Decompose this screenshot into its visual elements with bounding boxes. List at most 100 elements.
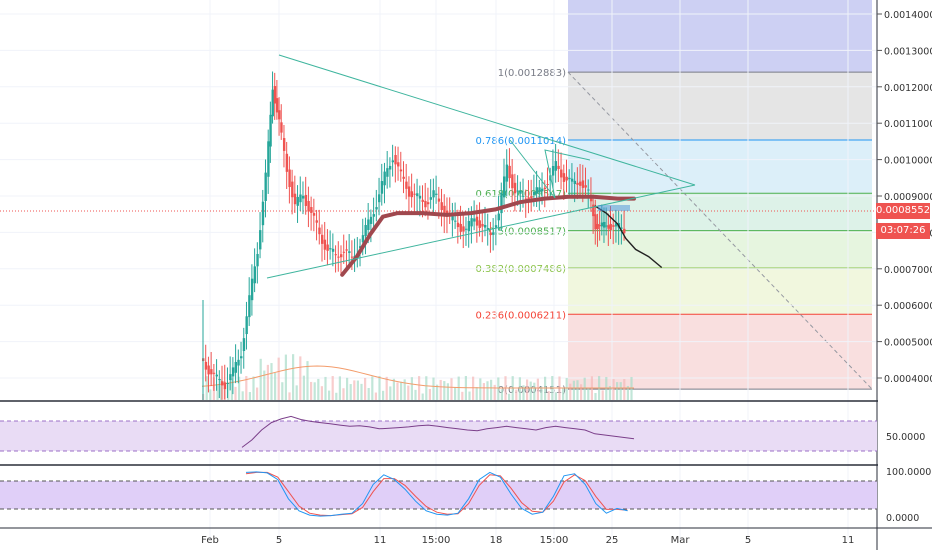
volume-bar	[583, 377, 586, 400]
candle-body	[598, 225, 602, 227]
volume-bar	[234, 386, 237, 400]
volume-bar	[526, 379, 529, 400]
candle-body	[492, 232, 495, 235]
volume-bar	[266, 364, 269, 400]
volume-bar	[554, 392, 557, 400]
volume-bar	[450, 378, 453, 400]
x-tick-label: 5	[276, 535, 282, 546]
candle-body	[494, 225, 498, 228]
candle-body	[405, 181, 408, 189]
stoch-tick-label: 100.0000	[886, 467, 931, 478]
volume-bar	[205, 376, 208, 400]
stoch-d-line	[245, 471, 628, 517]
candle-body	[609, 223, 612, 230]
candle-body	[402, 176, 405, 179]
volume-bar	[472, 376, 475, 400]
candle-body	[231, 367, 235, 377]
volume-bar	[259, 358, 262, 400]
candle-body	[337, 256, 340, 258]
fibonacci-retracement[interactable]: 1(0.0012883)0.786(0.0011014)0.618(0.0009…	[475, 0, 873, 396]
y-tick-label: 0.0005000	[884, 338, 932, 349]
volume-bar	[576, 380, 579, 400]
candle-body	[278, 110, 281, 120]
stoch-k-line	[245, 471, 628, 517]
volume-bar	[324, 376, 327, 400]
volume-bar	[245, 376, 248, 400]
candle-body	[421, 199, 424, 202]
candle-body	[524, 198, 528, 200]
volume-bar	[486, 381, 489, 400]
candle-body	[475, 216, 479, 226]
volume-bar	[410, 377, 413, 400]
rsi-line	[241, 415, 635, 448]
volume-bar	[500, 389, 503, 400]
candle-body	[535, 187, 539, 194]
candle-body	[464, 228, 468, 230]
candle-body	[293, 193, 297, 205]
trendline-drawings[interactable]	[266, 54, 696, 279]
candle-body	[210, 369, 213, 375]
y-tick-label: 0.0007000	[884, 265, 932, 276]
volume-bar	[457, 376, 460, 400]
volume-bar	[562, 387, 565, 400]
volume-bar	[508, 393, 511, 400]
volume-bar	[335, 392, 338, 400]
volume-bar	[540, 386, 543, 400]
candle-body	[315, 220, 318, 223]
volume-bar	[277, 357, 280, 400]
pattern-zigzag	[509, 139, 591, 199]
fib-level-label: 0(0.0004151)	[498, 385, 566, 396]
candle-body	[565, 176, 568, 181]
rsi-tick-label: 50.0000	[886, 432, 925, 443]
volume-bar	[353, 380, 356, 400]
volume-bar	[518, 377, 521, 400]
projection-box	[598, 205, 630, 211]
last-price-label: 0.0008552	[876, 203, 930, 219]
candle-body	[605, 225, 608, 227]
price-axis[interactable]: 0.0014000 0.0013000 0.0012000 0.0011000 0.00…	[877, 0, 932, 550]
volume-bar	[623, 379, 626, 400]
candle-body	[375, 207, 378, 210]
candle-body	[285, 153, 289, 172]
candle-body	[432, 190, 435, 198]
x-tick-label: 11	[842, 535, 855, 546]
candle-body	[546, 184, 549, 186]
volume-bar	[425, 376, 428, 400]
candle-body	[541, 188, 544, 192]
candle-body	[267, 141, 270, 177]
candle-body	[623, 228, 626, 234]
volume-bar	[515, 389, 518, 400]
candle-body	[299, 194, 302, 203]
candle-body	[508, 165, 511, 179]
candle-body	[486, 227, 490, 231]
candle-body	[212, 372, 216, 374]
volume-bar	[346, 377, 349, 400]
volume-bar	[619, 382, 622, 400]
candle-body	[410, 191, 414, 198]
volume-bar	[482, 383, 485, 400]
candle-body	[594, 214, 597, 230]
candle-body	[584, 185, 587, 188]
volume-bar	[295, 385, 298, 400]
volume-bar	[299, 356, 302, 400]
volume-bar	[356, 380, 359, 400]
candle-body	[388, 165, 392, 170]
candle-body	[437, 198, 441, 202]
candle-body	[581, 180, 585, 188]
y-tick-label: 0.0013000	[884, 46, 932, 57]
fib-level-label: 0.236(0.0006211)	[475, 310, 566, 321]
projection-path	[594, 205, 663, 269]
volume-bar	[392, 378, 395, 400]
time-axis[interactable]: Feb 5 11 15:00 18 15:00 25 Mar 5 11	[0, 527, 932, 546]
candle-body	[418, 195, 422, 199]
x-tick-label: 15:00	[422, 535, 451, 546]
candle-body	[207, 365, 210, 375]
candle-body	[530, 196, 533, 199]
candle-body	[483, 224, 487, 228]
candle-body	[345, 249, 348, 251]
volume-bar	[446, 383, 449, 400]
candle-body	[264, 172, 267, 201]
candle-body	[573, 180, 577, 185]
candle-body	[397, 162, 400, 167]
